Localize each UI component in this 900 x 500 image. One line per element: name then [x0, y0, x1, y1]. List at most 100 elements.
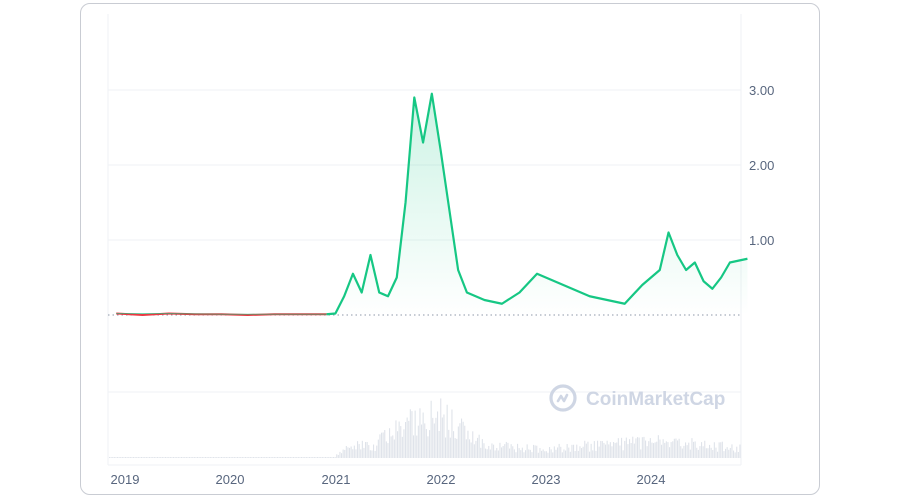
volume-bar — [453, 431, 455, 458]
volume-bar — [163, 457, 165, 458]
volume-bar — [350, 446, 352, 458]
price-point — [712, 288, 714, 290]
volume-bar — [712, 449, 714, 458]
volume-bar — [139, 457, 141, 458]
volume-bar — [574, 451, 576, 458]
coinmarketcap-logo-icon — [549, 384, 577, 412]
volume-bar — [729, 447, 731, 458]
volume-bar — [533, 444, 535, 458]
volume-bar — [432, 417, 434, 458]
volume-bar — [597, 440, 599, 458]
price-point — [440, 149, 442, 151]
volume-bar — [309, 457, 311, 458]
volume-bar — [595, 450, 597, 458]
volume-bar — [529, 449, 531, 458]
volume-bar — [537, 452, 539, 458]
volume-bar — [552, 452, 554, 458]
x-axis-ticks: 2019 2020 2021 2022 2023 2024 — [111, 472, 666, 487]
price-point — [554, 280, 556, 282]
volume-bar — [571, 444, 573, 458]
volume-bar — [141, 457, 143, 458]
volume-bar — [523, 452, 525, 458]
volume-bar — [489, 449, 491, 458]
price-point — [168, 313, 170, 315]
price-point — [641, 284, 643, 286]
volume-bar — [389, 428, 391, 458]
volume-bar — [553, 446, 555, 458]
volume-bar — [241, 457, 243, 458]
volume-bar — [286, 457, 288, 458]
volume-bar — [328, 457, 330, 458]
price-point — [378, 292, 380, 294]
volume-bar — [456, 438, 458, 458]
volume-bar — [605, 444, 607, 458]
volume-bar — [731, 444, 733, 458]
volume-bar — [283, 457, 285, 458]
price-point — [142, 314, 144, 316]
volume-bar — [568, 447, 570, 458]
volume-bar — [392, 435, 394, 458]
volume-bar — [643, 436, 645, 458]
y-tick-label: 3.00 — [749, 83, 774, 98]
price-point — [300, 313, 302, 315]
volume-bar — [637, 437, 639, 458]
volume-bar — [517, 443, 519, 458]
price-point — [335, 313, 337, 315]
volume-bar — [160, 457, 162, 458]
volume-bar — [198, 457, 200, 458]
volume-bar — [613, 442, 615, 458]
volume-bar — [181, 457, 183, 458]
volume-bar — [377, 439, 379, 458]
volume-bar — [448, 429, 450, 458]
volume-bar — [264, 457, 266, 458]
volume-bar — [235, 457, 237, 458]
volume-bar — [161, 457, 163, 458]
volume-bar — [725, 448, 727, 458]
volume-bar — [256, 457, 258, 458]
volume-bar — [720, 442, 722, 458]
volume-bar — [526, 444, 528, 458]
volume-bar — [606, 440, 608, 458]
volume-bar — [168, 457, 170, 458]
volume-bar — [589, 451, 591, 458]
volume-bar — [355, 449, 357, 458]
volume-bar — [353, 445, 355, 458]
volume-bar — [262, 457, 264, 458]
x-tick-label: 2022 — [427, 472, 456, 487]
volume-bar — [576, 444, 578, 458]
volume-bar — [230, 457, 232, 458]
volume-bar — [299, 457, 301, 458]
x-tick-label: 2020 — [216, 472, 245, 487]
volume-bar — [462, 421, 464, 458]
volume-bar — [430, 400, 432, 458]
volume-bar — [689, 449, 691, 458]
volume-bar — [390, 436, 392, 458]
volume-bar — [185, 457, 187, 458]
volume-bar — [693, 441, 695, 458]
volume-bar — [441, 417, 443, 458]
volume-bar — [665, 441, 667, 458]
volume-bar — [531, 452, 533, 458]
volume-bar — [488, 445, 490, 458]
volume-bar — [582, 446, 584, 458]
volume-bar — [243, 457, 245, 458]
volume-bar — [371, 450, 373, 458]
volume-bar — [558, 443, 560, 458]
volume-bar — [153, 457, 155, 458]
volume-bar — [112, 457, 114, 458]
volume-bar — [593, 441, 595, 458]
price-point — [422, 142, 424, 144]
volume-bar — [614, 442, 616, 458]
volume-bar — [259, 457, 261, 458]
volume-bar — [217, 457, 219, 458]
volume-bar — [337, 454, 339, 458]
volume-bar — [325, 457, 327, 458]
price-point — [668, 232, 670, 234]
volume-bar — [573, 444, 575, 458]
volume-bar — [438, 430, 440, 458]
volume-bar — [449, 437, 451, 458]
volume-bar — [664, 442, 666, 458]
volume-bar — [384, 430, 386, 458]
price-point — [414, 97, 416, 99]
volume-bar — [709, 444, 711, 458]
